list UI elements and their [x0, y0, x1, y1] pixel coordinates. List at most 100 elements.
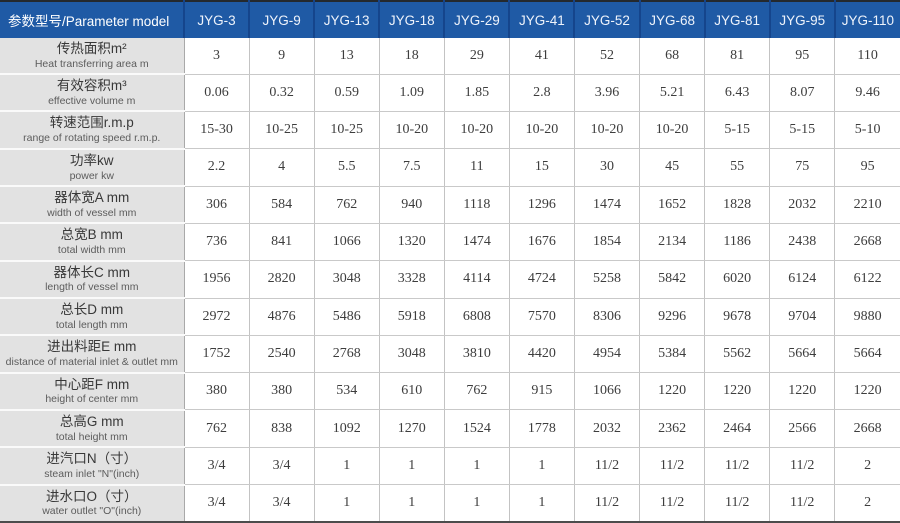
row-label-english: Heat transferring area m	[34, 57, 149, 70]
value-cell: 4724	[509, 260, 575, 299]
value-cell: 2.2	[184, 148, 250, 187]
value-cell: 1652	[639, 186, 706, 224]
table-row: 总长D mm total length mm 2972 4876 5486 5918 680…	[0, 298, 900, 337]
value-cell: 1220	[639, 372, 706, 411]
value-cell: 2134	[639, 223, 706, 262]
row-label-chinese: 总长D mm	[60, 301, 124, 317]
value-cell: 6122	[834, 260, 900, 299]
value-cell: 380	[184, 372, 250, 411]
value-cell: 1118	[444, 186, 510, 224]
row-label-chinese: 传热面积m²	[56, 40, 127, 56]
row-label-english: effective volume m	[48, 94, 136, 107]
value-cell: 11/2	[769, 484, 836, 522]
value-cell: 5-15	[769, 111, 836, 150]
value-cell: 610	[379, 372, 445, 411]
value-cell: 8306	[574, 298, 641, 336]
value-cell: 3	[184, 38, 250, 75]
column-header-jyg-3: JYG-3	[184, 1, 251, 38]
value-cell: 9.46	[834, 74, 900, 112]
value-cell: 1	[314, 447, 380, 486]
value-cell: 68	[639, 38, 706, 75]
value-cell: 9	[249, 38, 315, 75]
value-cell: 11/2	[574, 484, 641, 522]
value-cell: 584	[249, 186, 315, 224]
value-cell: 1186	[704, 223, 771, 262]
value-cell: 5842	[639, 260, 706, 299]
value-cell: 9678	[704, 298, 771, 336]
value-cell: 534	[314, 372, 380, 411]
column-header-jyg-81: JYG-81	[704, 1, 771, 38]
value-cell: 762	[184, 409, 250, 448]
value-cell: 0.32	[249, 74, 315, 112]
table-row: 进汽口N（寸） steam inlet "N"(inch) 3/4 3/4 1 1 1 1 11…	[0, 447, 900, 486]
row-label: 功率kw power kw	[0, 148, 185, 188]
value-cell: 5486	[314, 298, 380, 336]
value-cell: 1066	[314, 223, 380, 262]
value-cell: 2464	[704, 409, 771, 448]
value-cell: 736	[184, 223, 250, 262]
table-row: 总宽B mm total width mm 736 841 1066 1320 1474 16…	[0, 223, 900, 262]
table-header: 参数型号/Parameter model JYG-3 JYG-9 JYG-13 JYG…	[0, 1, 900, 38]
value-cell: 1	[509, 484, 575, 522]
value-cell: 29	[444, 38, 510, 75]
table-row: 转速范围r.m.p range of rotating speed r.m.p. 1…	[0, 111, 900, 150]
header-row: 参数型号/Parameter model JYG-3 JYG-9 JYG-13 JYG…	[0, 1, 900, 38]
value-cell: 10-20	[509, 111, 575, 150]
value-cell: 2540	[249, 335, 315, 374]
row-label-english: steam inlet "N"(inch)	[44, 468, 140, 481]
table-row: 有效容积m³ effective volume m 0.06 0.32 0.59 1.09…	[0, 74, 900, 113]
value-cell: 110	[834, 38, 900, 75]
table-row: 进出料距E mm distance of material inlet & out…	[0, 335, 900, 374]
value-cell: 1	[444, 484, 510, 522]
row-label: 器体宽A mm width of vessel mm	[0, 186, 185, 225]
value-cell: 5258	[574, 260, 641, 299]
value-cell: 11/2	[704, 447, 771, 486]
value-cell: 2820	[249, 260, 315, 299]
value-cell: 1.85	[444, 74, 510, 112]
value-cell: 11/2	[574, 447, 641, 486]
row-label-chinese: 中心距F mm	[54, 376, 130, 392]
value-cell: 2768	[314, 335, 380, 374]
value-cell: 1270	[379, 409, 445, 448]
row-label-chinese: 器体长C mm	[53, 264, 131, 280]
value-cell: 9704	[769, 298, 836, 336]
value-cell: 2362	[639, 409, 706, 448]
row-label: 中心距F mm height of center mm	[0, 372, 185, 411]
value-cell: 3/4	[249, 484, 315, 522]
value-cell: 10-20	[379, 111, 445, 150]
value-cell: 1524	[444, 409, 510, 448]
value-cell: 4420	[509, 335, 575, 374]
value-cell: 5.5	[314, 148, 380, 187]
column-header-jyg-110: JYG-110	[834, 1, 900, 38]
row-label-english: range of rotating speed r.m.p.	[23, 132, 161, 145]
value-cell: 1956	[184, 260, 250, 299]
value-cell: 95	[769, 38, 836, 75]
row-label-english: water outlet "O"(inch)	[42, 505, 142, 518]
value-cell: 0.06	[184, 74, 250, 112]
table-row: 器体长C mm length of vessel mm 1956 2820 3048 33…	[0, 260, 900, 300]
column-header-jyg-95: JYG-95	[769, 1, 836, 38]
value-cell: 5664	[769, 335, 836, 374]
row-label-english: height of center mm	[45, 393, 139, 406]
value-cell: 6.43	[704, 74, 771, 112]
value-cell: 15	[509, 148, 575, 187]
value-cell: 3810	[444, 335, 510, 374]
column-header-jyg-68: JYG-68	[639, 1, 706, 38]
row-label-english: total width mm	[57, 244, 126, 257]
value-cell: 1	[379, 447, 445, 486]
value-cell: 1220	[704, 372, 771, 411]
value-cell: 1220	[834, 372, 900, 411]
value-cell: 10-20	[444, 111, 510, 150]
value-cell: 7.5	[379, 148, 445, 187]
value-cell: 6808	[444, 298, 510, 336]
table-row: 总高G mm total height mm 762 838 1092 1270 1524 1…	[0, 409, 900, 449]
value-cell: 1320	[379, 223, 445, 262]
value-cell: 1.09	[379, 74, 445, 112]
value-cell: 45	[639, 148, 706, 187]
row-label: 进水口O（寸） water outlet "O"(inch)	[0, 484, 185, 522]
row-label: 总宽B mm total width mm	[0, 223, 185, 262]
value-cell: 1474	[574, 186, 641, 224]
value-cell: 2210	[834, 186, 900, 224]
table-row: 进水口O（寸） water outlet "O"(inch) 3/4 3/4 1 1 1 1 1…	[0, 484, 900, 522]
row-label-english: length of vessel mm	[45, 281, 139, 294]
